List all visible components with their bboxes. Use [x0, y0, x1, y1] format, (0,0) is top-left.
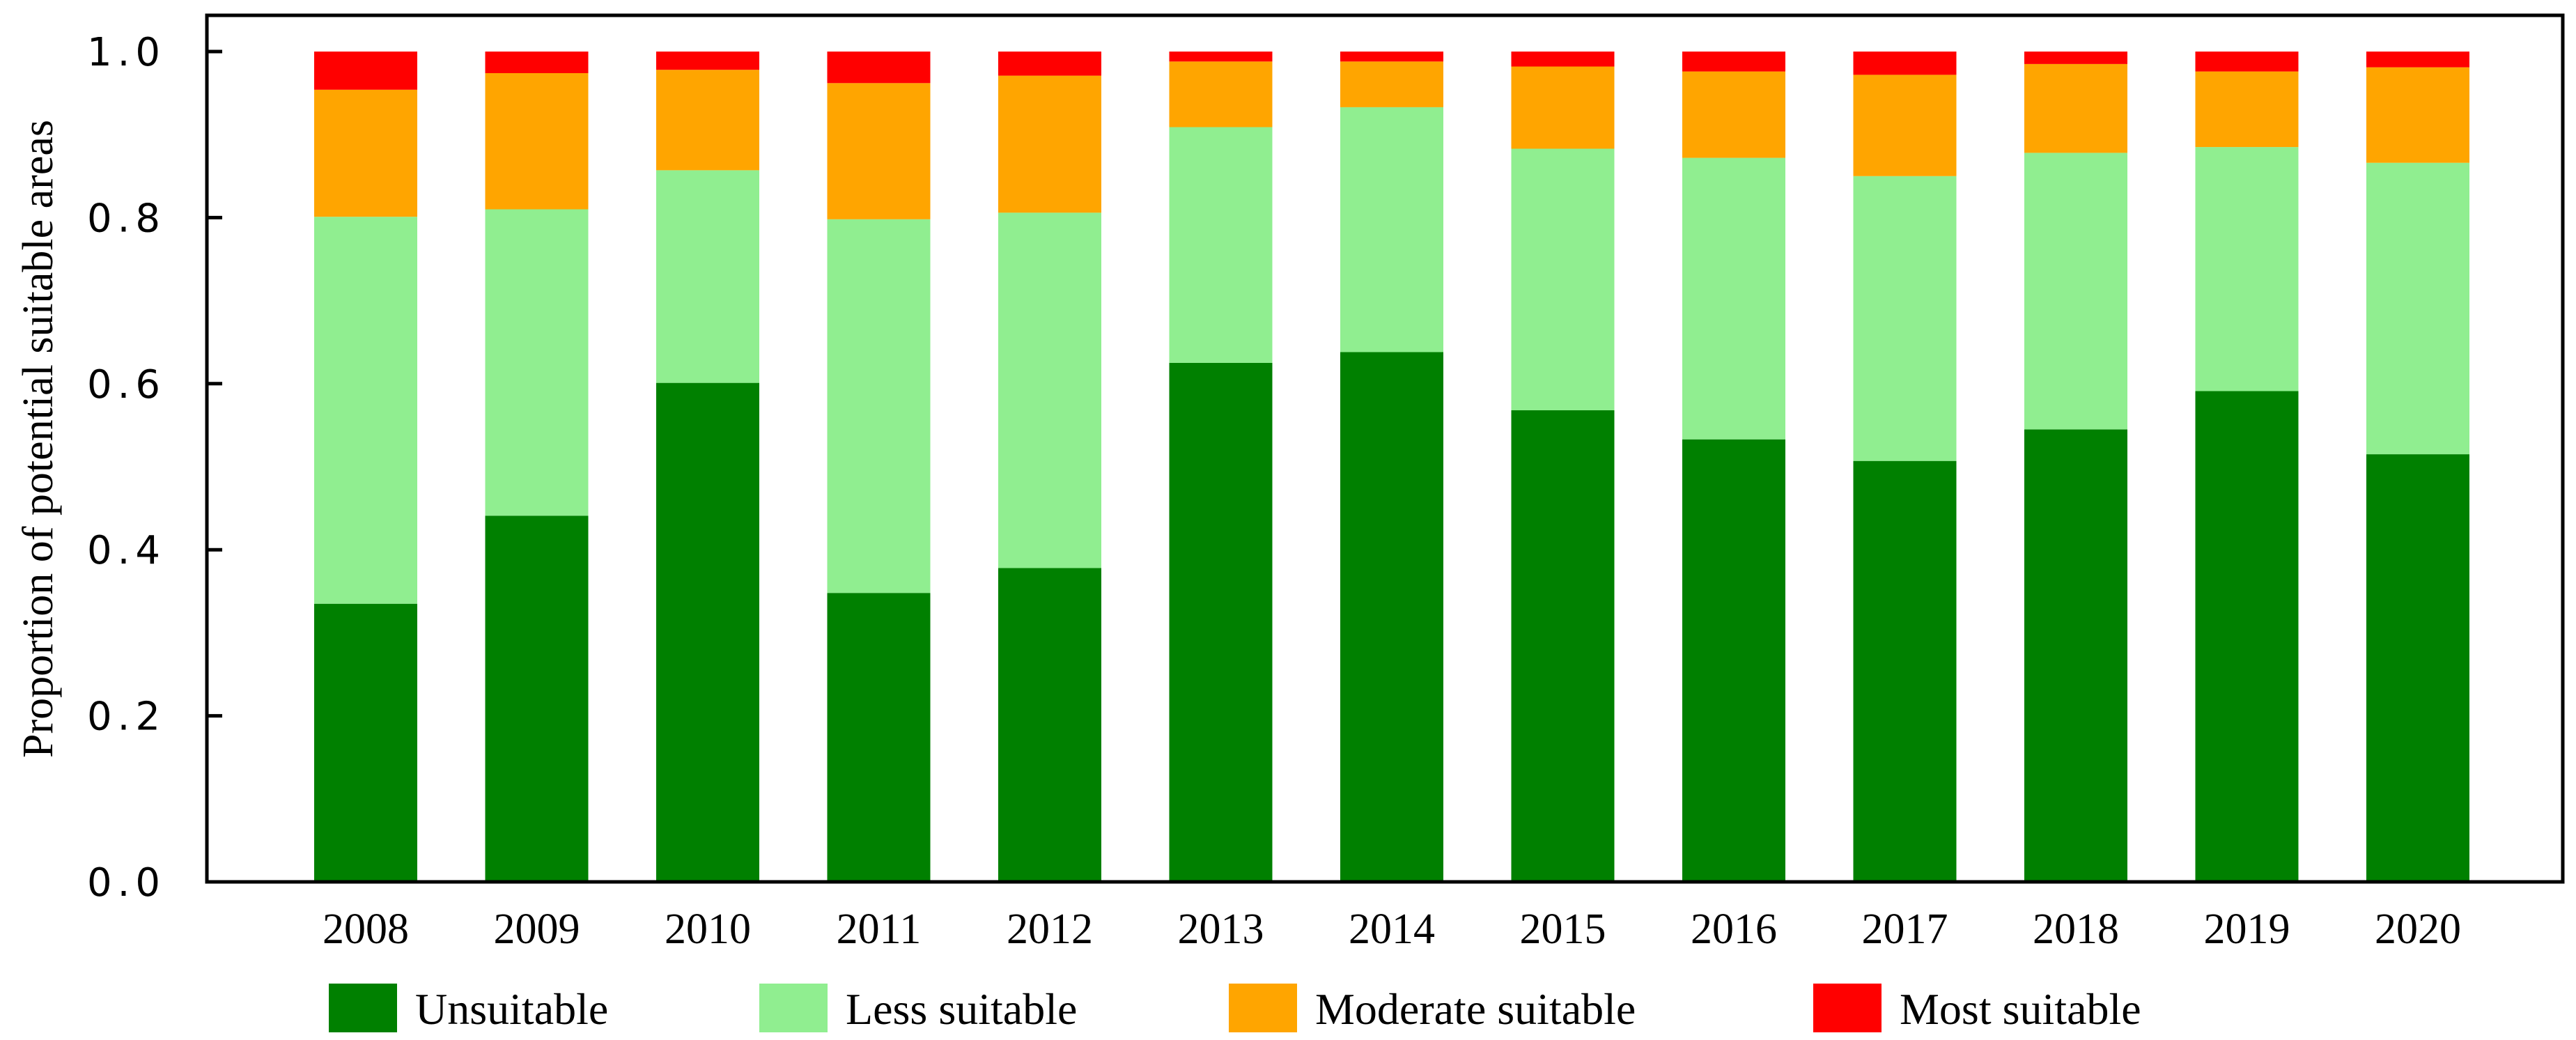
y-tick-label: 0.8	[87, 196, 166, 241]
bar-2020-most-suitable	[2366, 52, 2469, 68]
y-axis-label: Proportion of potential suitable areas	[15, 120, 62, 758]
bar-2016-less-suitable	[1682, 157, 1785, 440]
plot-frame	[205, 13, 2565, 884]
x-tick-label: 2010	[665, 906, 751, 953]
bar-2012-unsuitable	[998, 568, 1101, 882]
x-tick-label: 2016	[1691, 906, 1777, 953]
bar-2020-unsuitable	[2366, 454, 2469, 882]
bar-2014-unsuitable	[1340, 352, 1443, 882]
bar-2014-moderate-suitable	[1340, 61, 1443, 107]
legend-swatch-moderate-suitable	[1229, 984, 1297, 1032]
bar-2015-moderate-suitable	[1511, 66, 1615, 149]
bar-2018-unsuitable	[2024, 429, 2127, 882]
bar-2020-moderate-suitable	[2366, 67, 2469, 163]
y-tick-label: 0.6	[87, 362, 166, 408]
y-axis-ticks: 0.0 0.2 0.4 0.6 0.8 1.0	[87, 30, 222, 906]
bar-2010-less-suitable	[656, 170, 759, 383]
bar-2009-most-suitable	[485, 52, 589, 73]
legend-swatch-less-suitable	[759, 984, 828, 1032]
legend-label-most-suitable: Most suitable	[1900, 984, 2141, 1034]
bar-2012-less-suitable	[998, 212, 1101, 568]
legend-label-unsuitable: Unsuitable	[415, 984, 608, 1034]
bar-2012-most-suitable	[998, 52, 1101, 76]
bar-2018-moderate-suitable	[2024, 63, 2127, 153]
bar-2010-unsuitable	[656, 382, 759, 882]
bar-2015-less-suitable	[1511, 148, 1615, 410]
bar-2018-less-suitable	[2024, 153, 2127, 430]
bar-2010-most-suitable	[656, 52, 759, 70]
bar-2017-moderate-suitable	[1853, 75, 1957, 176]
x-tick-label: 2015	[1520, 906, 1606, 953]
bars-group	[314, 52, 2469, 882]
bar-2017-most-suitable	[1853, 52, 1957, 75]
x-axis-ticks: 2008 2009 2010 2011 2012 2013 2014 2015 2016 2017…	[323, 906, 2461, 953]
bar-2013-unsuitable	[1169, 363, 1273, 882]
legend-swatch-unsuitable	[329, 984, 397, 1032]
bar-2015-unsuitable	[1511, 410, 1615, 882]
bar-2011-most-suitable	[827, 52, 931, 84]
legend-label-less-suitable: Less suitable	[846, 984, 1077, 1034]
x-tick-label: 2019	[2204, 906, 2290, 953]
bar-2016-moderate-suitable	[1682, 71, 1785, 158]
bar-2018-most-suitable	[2024, 52, 2127, 64]
x-tick-label: 2012	[1007, 906, 1093, 953]
bar-2015-most-suitable	[1511, 52, 1615, 67]
bar-2020-less-suitable	[2366, 162, 2469, 455]
x-tick-label: 2009	[494, 906, 580, 953]
bar-2016-unsuitable	[1682, 439, 1785, 882]
bar-2008-moderate-suitable	[314, 89, 417, 217]
bar-2008-unsuitable	[314, 603, 417, 882]
y-tick-label: 0.2	[87, 694, 166, 740]
bar-2019-unsuitable	[2195, 391, 2299, 882]
legend-label-moderate-suitable: Moderate suitable	[1315, 984, 1636, 1034]
bar-2019-most-suitable	[2195, 52, 2299, 72]
bar-2014-most-suitable	[1340, 52, 1443, 62]
bar-2012-moderate-suitable	[998, 75, 1101, 213]
bar-2013-most-suitable	[1169, 52, 1273, 62]
y-tick-label: 0.4	[87, 528, 166, 573]
bar-2013-moderate-suitable	[1169, 61, 1273, 127]
bar-2013-less-suitable	[1169, 127, 1273, 363]
bar-2017-unsuitable	[1853, 460, 1957, 882]
bar-2019-moderate-suitable	[2195, 71, 2299, 148]
bar-2011-moderate-suitable	[827, 83, 931, 219]
bar-2014-less-suitable	[1340, 107, 1443, 352]
y-tick-label: 0.0	[87, 860, 166, 906]
x-tick-label: 2017	[1862, 906, 1948, 953]
x-tick-label: 2018	[2033, 906, 2119, 953]
y-tick-label: 1.0	[87, 30, 166, 75]
bar-2011-less-suitable	[827, 219, 931, 593]
bar-2017-less-suitable	[1853, 176, 1957, 461]
bar-2011-unsuitable	[827, 593, 931, 882]
x-tick-label: 2013	[1178, 906, 1264, 953]
legend-swatch-most-suitable	[1813, 984, 1881, 1032]
legend: Unsuitable Less suitable Moderate suitable…	[329, 984, 2141, 1034]
x-tick-label: 2011	[837, 906, 922, 953]
bar-2009-unsuitable	[485, 515, 589, 882]
bar-2009-less-suitable	[485, 209, 589, 516]
bar-2010-moderate-suitable	[656, 70, 759, 171]
bar-2008-less-suitable	[314, 217, 417, 604]
x-tick-label: 2020	[2375, 906, 2461, 953]
bar-2008-most-suitable	[314, 52, 417, 90]
x-tick-label: 2014	[1349, 906, 1435, 953]
bar-2009-moderate-suitable	[485, 73, 589, 210]
x-tick-label: 2008	[323, 906, 409, 953]
bar-2016-most-suitable	[1682, 52, 1785, 72]
bar-2019-less-suitable	[2195, 147, 2299, 391]
